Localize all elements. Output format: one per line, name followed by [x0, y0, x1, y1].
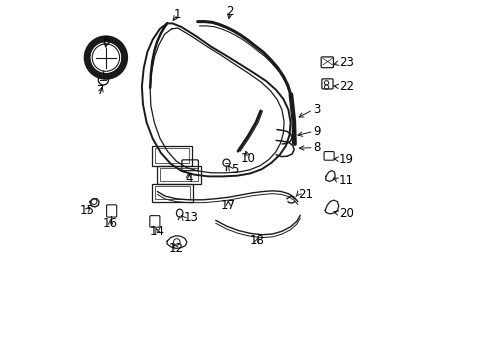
Text: 22: 22	[338, 80, 353, 93]
Text: 8: 8	[313, 141, 320, 154]
Bar	[160, 168, 197, 181]
Text: 15: 15	[79, 204, 94, 217]
Text: 7: 7	[97, 84, 105, 97]
Text: 9: 9	[313, 125, 321, 138]
Text: 18: 18	[249, 234, 264, 247]
Text: 19: 19	[338, 153, 353, 166]
Text: 11: 11	[338, 174, 353, 187]
Text: 4: 4	[184, 172, 192, 185]
Bar	[152, 146, 192, 166]
Text: 3: 3	[312, 103, 320, 116]
Text: 1: 1	[174, 8, 181, 21]
Text: 6: 6	[102, 35, 109, 48]
Text: 13: 13	[183, 211, 198, 224]
Bar	[152, 184, 192, 202]
Text: 16: 16	[103, 217, 118, 230]
Text: 21: 21	[297, 188, 312, 201]
Circle shape	[91, 42, 121, 73]
Text: 14: 14	[150, 225, 164, 238]
Bar	[157, 166, 200, 184]
Text: 12: 12	[168, 242, 183, 255]
Text: 20: 20	[338, 207, 353, 220]
Text: 10: 10	[240, 152, 255, 165]
Bar	[155, 186, 189, 199]
Text: 2: 2	[226, 5, 233, 18]
Text: 5: 5	[230, 163, 238, 176]
Bar	[155, 148, 189, 163]
Text: 23: 23	[338, 57, 353, 69]
Text: 17: 17	[221, 199, 235, 212]
